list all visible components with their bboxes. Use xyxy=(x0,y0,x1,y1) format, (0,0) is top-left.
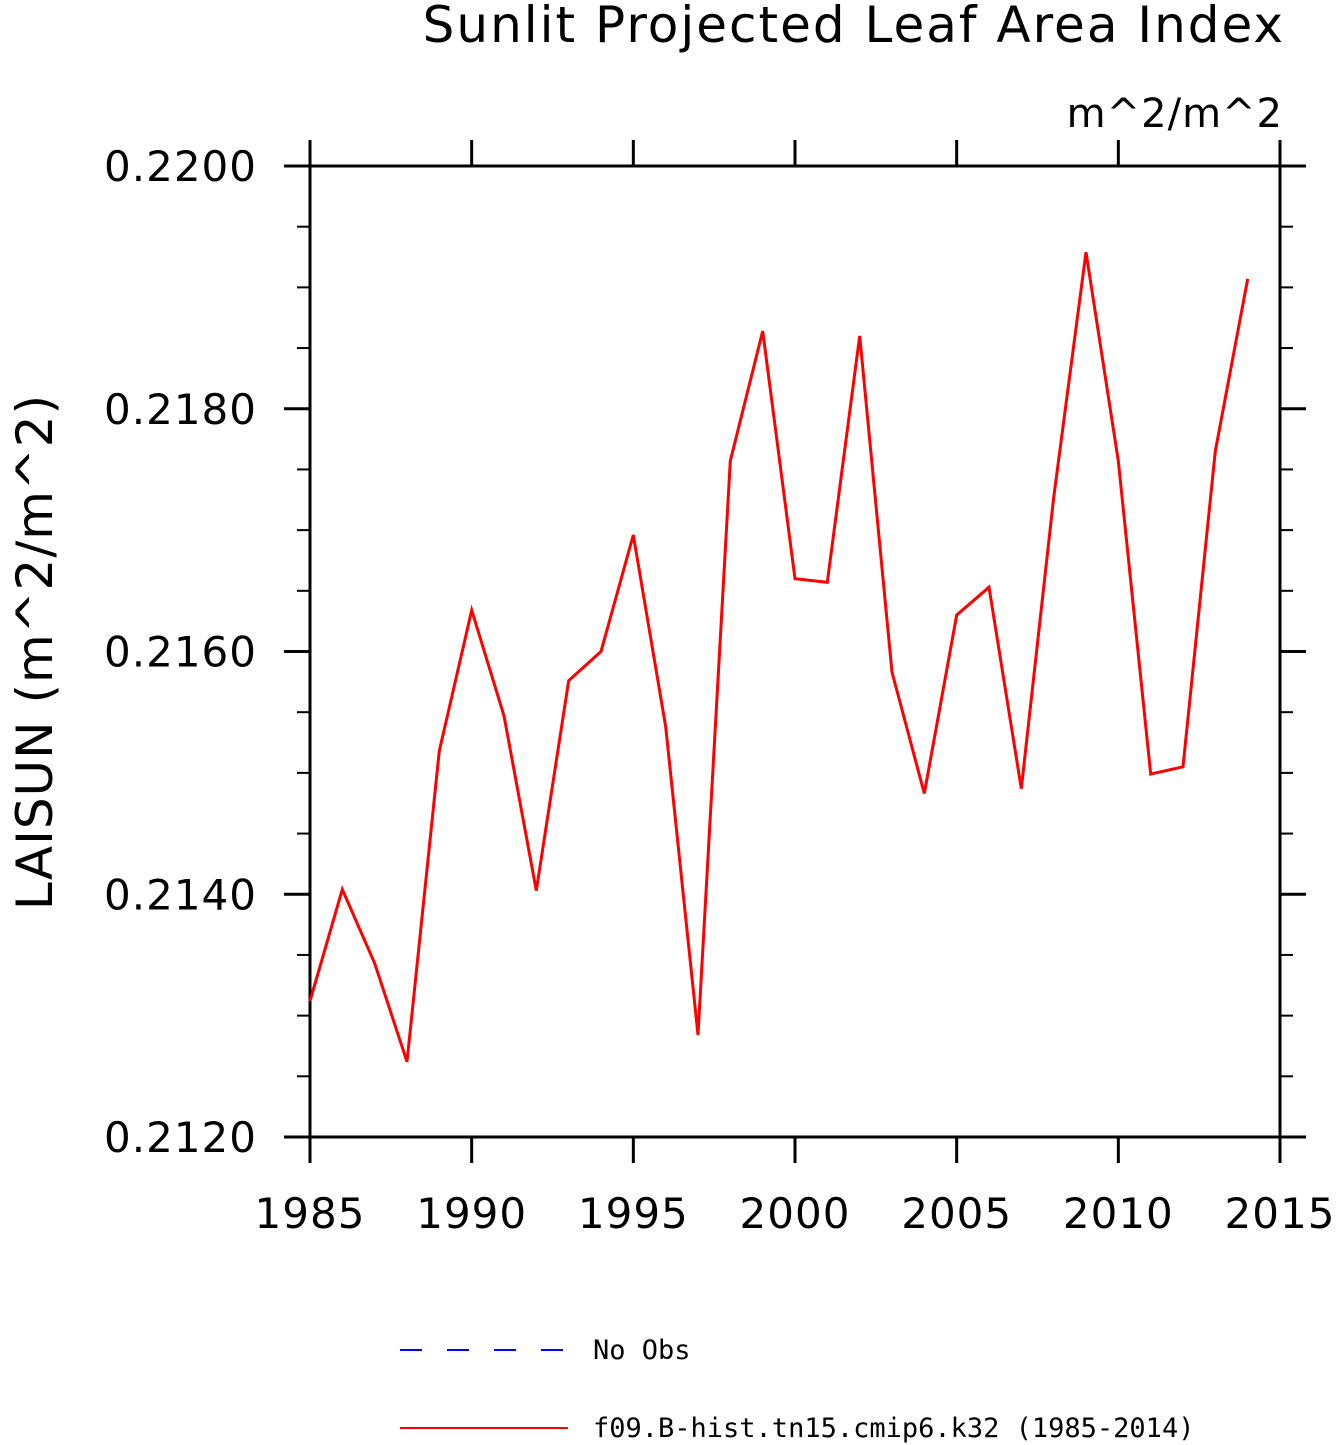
x-tick-label: 1995 xyxy=(578,1189,689,1238)
y-tick-label: 0.2160 xyxy=(104,628,257,677)
y-tick-label: 0.2200 xyxy=(104,142,257,191)
chart-title: Sunlit Projected Leaf Area Index xyxy=(423,0,1285,54)
units-label: m^2/m^2 xyxy=(1067,91,1283,137)
plot-frame xyxy=(308,164,1282,1139)
series-line-1 xyxy=(308,251,1250,1063)
series-lines xyxy=(308,251,1250,1063)
y-tick-label: 0.2180 xyxy=(104,385,257,434)
axis-ticks xyxy=(284,140,1306,1163)
y-axis-label: LAISUN (m^2/m^2) xyxy=(6,394,64,910)
x-tick-label: 2015 xyxy=(1225,1189,1336,1238)
x-tick-label: 2010 xyxy=(1063,1189,1174,1238)
y-tick-label: 0.2140 xyxy=(104,870,257,919)
legend: No Obs f09.B-hist.tn15.cmip6.k32 (1985-2… xyxy=(400,1335,1194,1444)
tick-labels: 1985 1990 1995 2000 2005 2010 2015 0.2120 0.2140… xyxy=(104,142,1336,1238)
y-tick-label: 0.2120 xyxy=(104,1113,257,1162)
legend-label-no-obs: No Obs xyxy=(593,1335,691,1366)
x-tick-label: 1985 xyxy=(255,1189,366,1238)
x-tick-label: 2000 xyxy=(740,1189,851,1238)
x-tick-label: 1990 xyxy=(416,1189,527,1238)
legend-label-model: f09.B-hist.tn15.cmip6.k32 (1985-2014) xyxy=(593,1413,1194,1444)
x-tick-label: 2005 xyxy=(901,1189,1012,1238)
